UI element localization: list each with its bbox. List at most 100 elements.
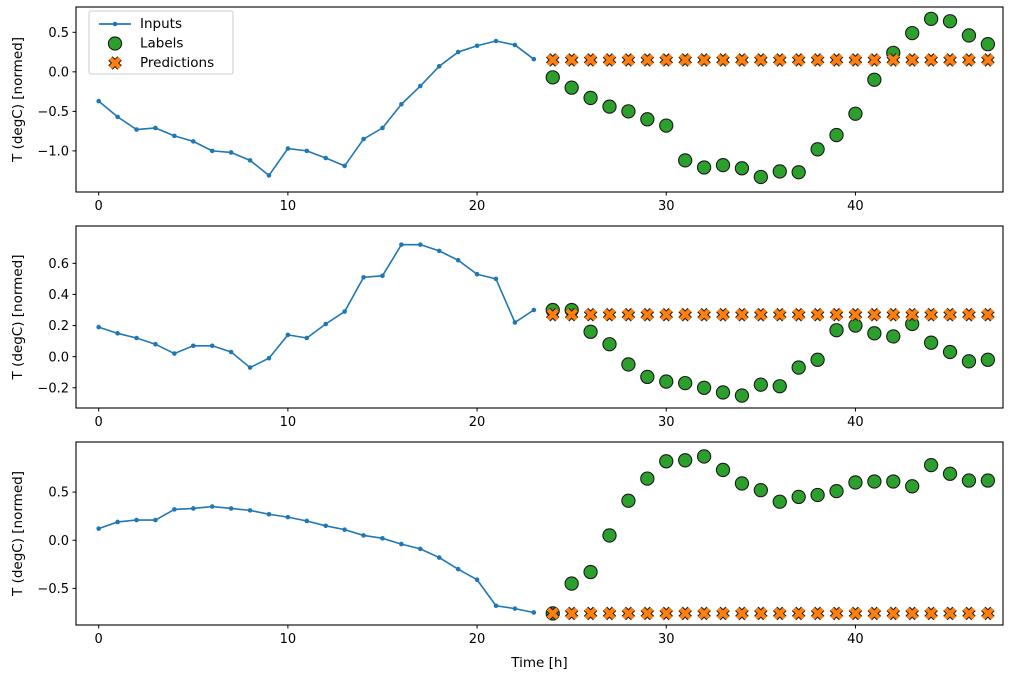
legend-background [88,10,234,75]
prediction-point [698,607,711,620]
y-tick-label: −1.0 [37,144,69,159]
label-point [867,72,882,87]
y-tick-label: 0.5 [48,486,69,501]
prediction-point [603,607,616,620]
label-point [905,316,920,332]
label-point [753,377,768,392]
y-tick-label: 0.0 [48,65,69,80]
inputs-point [380,125,385,131]
label-point [942,466,958,481]
inputs-point [266,355,272,361]
prediction-point [546,607,559,620]
prediction-point [660,308,673,321]
label-point [621,493,636,508]
inputs-point [172,507,177,512]
prediction-point [584,308,597,321]
inputs-point [455,49,461,55]
label-point [734,476,750,491]
label-point [886,474,901,489]
label-point [942,14,958,29]
inputs-point [531,56,537,62]
prediction-point [716,308,730,321]
inputs-point [436,63,442,69]
label-point [810,352,825,367]
prediction-point [792,53,805,67]
y-tick-label: 0.4 [48,288,69,303]
inputs-line [97,243,535,369]
prediction-point [906,53,919,67]
label-point [829,127,844,143]
inputs-point [190,343,196,349]
inputs-point [342,163,347,169]
inputs-point [531,610,537,615]
prediction-point [981,607,994,620]
inputs-point [209,148,215,154]
inputs-point [512,42,518,48]
label-point [753,169,768,185]
panel-2-axes-frame [75,225,1004,409]
label-point [659,118,674,133]
inputs-point [209,504,215,509]
y-tick-label: −0.5 [37,105,69,120]
inputs-point [304,148,310,154]
label-point [696,449,712,464]
label-point [791,489,806,505]
panel-2: 0.6 0.4 0.2 0.0 −0.2 0 10 20 30 40 T (degC) [norme… [10,225,1004,430]
inputs-point [493,603,499,609]
label-point [678,153,693,168]
label-point [791,165,806,180]
inputs-point [361,275,366,280]
prediction-point [584,53,597,67]
x-tick-label: 30 [658,199,675,214]
prediction-point [735,607,749,620]
prediction-point [906,308,919,321]
prediction-point [792,607,805,620]
inputs-point [323,321,329,327]
inputs-point [342,309,347,314]
prediction-point [622,607,635,620]
inputs-point [418,546,423,552]
label-point [545,70,560,85]
prediction-point [925,308,938,321]
prediction-point [830,607,843,620]
prediction-point [754,308,767,321]
prediction-point [603,53,616,67]
inputs-point [153,341,158,347]
label-point [886,329,901,344]
inputs-point [266,173,272,178]
panel-1-axes-frame [75,6,1004,193]
label-point [564,576,579,591]
prediction-point [735,53,749,67]
prediction-point [546,53,559,67]
inputs-point [474,271,480,277]
inputs-point [228,150,234,155]
prediction-point [792,308,805,321]
label-point [640,369,655,385]
prediction-point [754,53,767,67]
prediction-point [698,308,711,321]
inputs-point [474,43,480,49]
label-point [905,479,920,494]
x-tick-label: 40 [847,199,864,214]
inputs-point [115,519,120,525]
inputs-point [474,577,480,583]
label-point [772,494,787,509]
label-point [696,380,712,395]
label-point [961,473,977,488]
label-point [961,28,977,43]
prediction-point [622,53,635,67]
inputs-point [418,242,423,247]
label-point [791,360,806,375]
prediction-point [698,53,711,67]
x-tick-label: 30 [658,632,675,647]
label-point [848,318,863,333]
panel-3-axes-frame [75,441,1004,626]
panel-3: 0.5 0.0 −0.5 0 10 20 30 40 T (degC) [normed] Time… [10,441,1004,671]
inputs-point [342,527,347,532]
y-axis-title: T (degC) [normed] [10,471,26,597]
inputs-point [399,541,404,547]
prediction-point [830,53,843,67]
inputs-point [531,307,537,313]
label-point [923,335,939,350]
